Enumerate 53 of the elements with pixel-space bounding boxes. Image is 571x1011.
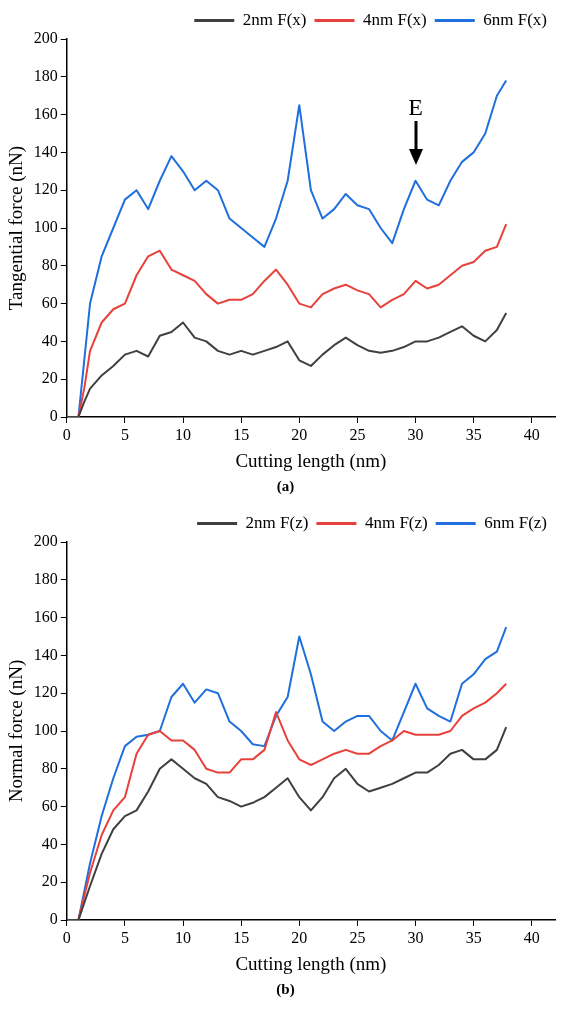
- y-tick-label: 200: [33, 29, 58, 47]
- y-tick-label: 180: [33, 67, 58, 84]
- y-tick-label: 200: [33, 532, 58, 550]
- y-tick-label: 60: [41, 293, 58, 311]
- x-tick-label: 40: [523, 928, 540, 946]
- x-tick-label: 15: [233, 928, 250, 946]
- y-tick-label: 160: [33, 607, 58, 625]
- text: (b): [275, 980, 296, 999]
- y-tick-label: 140: [33, 645, 58, 663]
- x-tick-label: 0: [62, 425, 71, 443]
- x-tick-label: 10: [175, 928, 192, 946]
- y-tick-label: 60: [41, 796, 58, 814]
- y-tick-label: 80: [41, 759, 58, 776]
- x-axis-title: Cutting length (nm): [235, 952, 387, 975]
- y-tick-label: 180: [33, 570, 58, 587]
- x-tick-label: 35: [465, 425, 482, 443]
- x-tick-label: 40: [523, 425, 540, 443]
- y-tick-label: 100: [33, 721, 58, 739]
- x-tick-label: 15: [233, 425, 250, 443]
- x-tick-label: 30: [407, 928, 424, 946]
- y-tick-label: 140: [33, 142, 58, 160]
- y-tick-label: 0: [49, 407, 58, 425]
- x-tick-label: 35: [465, 928, 482, 946]
- x-tick-label: 25: [349, 928, 366, 946]
- legend-label: 6nm F(z): [484, 512, 547, 532]
- x-tick-label: 20: [291, 928, 308, 946]
- y-tick-label: 40: [41, 834, 58, 852]
- y-axis-title: Tangential force (nN): [5, 145, 28, 311]
- x-axis-title: Cutting length (nm): [235, 449, 387, 472]
- x-tick-label: 10: [175, 425, 192, 443]
- y-tick-label: 0: [49, 910, 58, 928]
- x-tick-label: 25: [349, 425, 366, 443]
- y-tick-label: 160: [33, 104, 58, 122]
- text: (a): [275, 477, 296, 496]
- y-tick-label: 100: [33, 218, 58, 236]
- legend-label: 4nm F(x): [363, 9, 427, 29]
- y-tick-label: 20: [41, 872, 58, 890]
- x-tick-label: 20: [291, 425, 308, 443]
- x-tick-label: 30: [407, 425, 424, 443]
- legend-label: 4nm F(z): [364, 512, 428, 532]
- legend-label: 2nm F(x): [242, 9, 307, 29]
- legend-label: 6nm F(x): [483, 9, 547, 29]
- y-tick-label: 40: [41, 331, 58, 349]
- legend-label: 2nm F(z): [245, 512, 309, 532]
- x-tick-label: 0: [62, 928, 71, 946]
- annotation: E: [408, 93, 423, 120]
- y-tick-label: 120: [33, 683, 58, 701]
- y-tick-label: 20: [41, 369, 58, 387]
- x-tick-label: 5: [120, 928, 129, 946]
- x-tick-label: 5: [120, 425, 129, 443]
- y-tick-label: 120: [33, 180, 58, 198]
- y-axis-title: Normal force (nN): [5, 659, 28, 803]
- y-tick-label: 80: [41, 256, 58, 273]
